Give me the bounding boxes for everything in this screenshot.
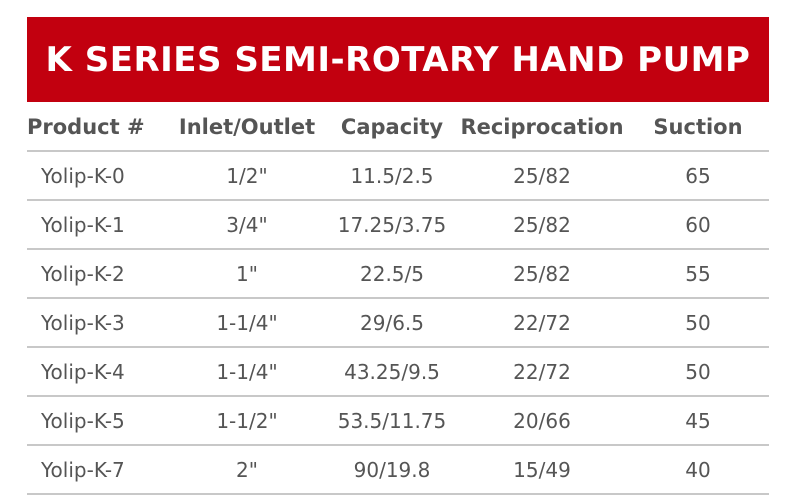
table-cell: Yolip-K-0 <box>27 150 167 200</box>
table-cell: 1-1/4" <box>167 297 327 347</box>
table-cell: 15/49 <box>457 444 627 495</box>
table-cell: 25/82 <box>457 199 627 249</box>
table-cell: Yolip-K-1 <box>27 199 167 249</box>
table-row: Yolip-K-0 1/2" 11.5/2.5 25/82 65 <box>27 150 769 200</box>
table-cell: 55 <box>627 248 769 298</box>
table-cell: 53.5/11.75 <box>327 395 457 445</box>
table-cell: 43.25/9.5 <box>327 346 457 396</box>
table-cell: 17.25/3.75 <box>327 199 457 249</box>
table-cell: 20/66 <box>457 395 627 445</box>
table-cell: 65 <box>627 150 769 200</box>
table-cell: 1-1/4" <box>167 346 327 396</box>
table-cell: 25/82 <box>457 248 627 298</box>
table-cell: 50 <box>627 346 769 396</box>
table-cell: 2" <box>167 444 327 495</box>
table-row: Yolip-K-2 1" 22.5/5 25/82 55 <box>27 248 769 298</box>
table-cell: Yolip-K-3 <box>27 297 167 347</box>
table-row: Yolip-K-7 2" 90/19.8 15/49 40 <box>27 444 769 495</box>
table-cell: 22.5/5 <box>327 248 457 298</box>
table-cell: 1-1/2" <box>167 395 327 445</box>
header-row: Product # Inlet/Outlet Capacity Reciprocati… <box>27 104 769 151</box>
table-cell: 60 <box>627 199 769 249</box>
table-cell: 1/2" <box>167 150 327 200</box>
table-row: Yolip-K-4 1-1/4" 43.25/9.5 22/72 50 <box>27 346 769 396</box>
table-cell: 25/82 <box>457 150 627 200</box>
table-cell: 22/72 <box>457 297 627 347</box>
spec-table: Product # Inlet/Outlet Capacity Reciprocati… <box>27 104 769 495</box>
table-cell: 40 <box>627 444 769 495</box>
table-cell: 22/72 <box>457 346 627 396</box>
table-cell: 90/19.8 <box>327 444 457 495</box>
column-header: Reciprocation <box>460 115 624 139</box>
table-cell: Yolip-K-4 <box>27 346 167 396</box>
column-header: Product # <box>27 115 145 139</box>
table-cell: Yolip-K-5 <box>27 395 167 445</box>
table-cell: 1" <box>167 248 327 298</box>
column-header: Capacity <box>340 115 444 139</box>
table-cell: 11.5/2.5 <box>327 150 457 200</box>
table-cell: Yolip-K-2 <box>27 248 167 298</box>
column-header: Suction <box>653 115 743 139</box>
column-header: Inlet/Outlet <box>178 115 316 139</box>
table-cell: 50 <box>627 297 769 347</box>
table-row: Yolip-K-1 3/4" 17.25/3.75 25/82 60 <box>27 199 769 249</box>
table-row: Yolip-K-5 1-1/2" 53.5/11.75 20/66 45 <box>27 395 769 445</box>
title-banner: K SERIES SEMI-ROTARY HAND PUMP <box>27 17 769 102</box>
table-cell: Yolip-K-7 <box>27 444 167 495</box>
table-row: Yolip-K-3 1-1/4" 29/6.5 22/72 50 <box>27 297 769 347</box>
table-cell: 3/4" <box>167 199 327 249</box>
table-cell: 29/6.5 <box>327 297 457 347</box>
table-cell: 45 <box>627 395 769 445</box>
